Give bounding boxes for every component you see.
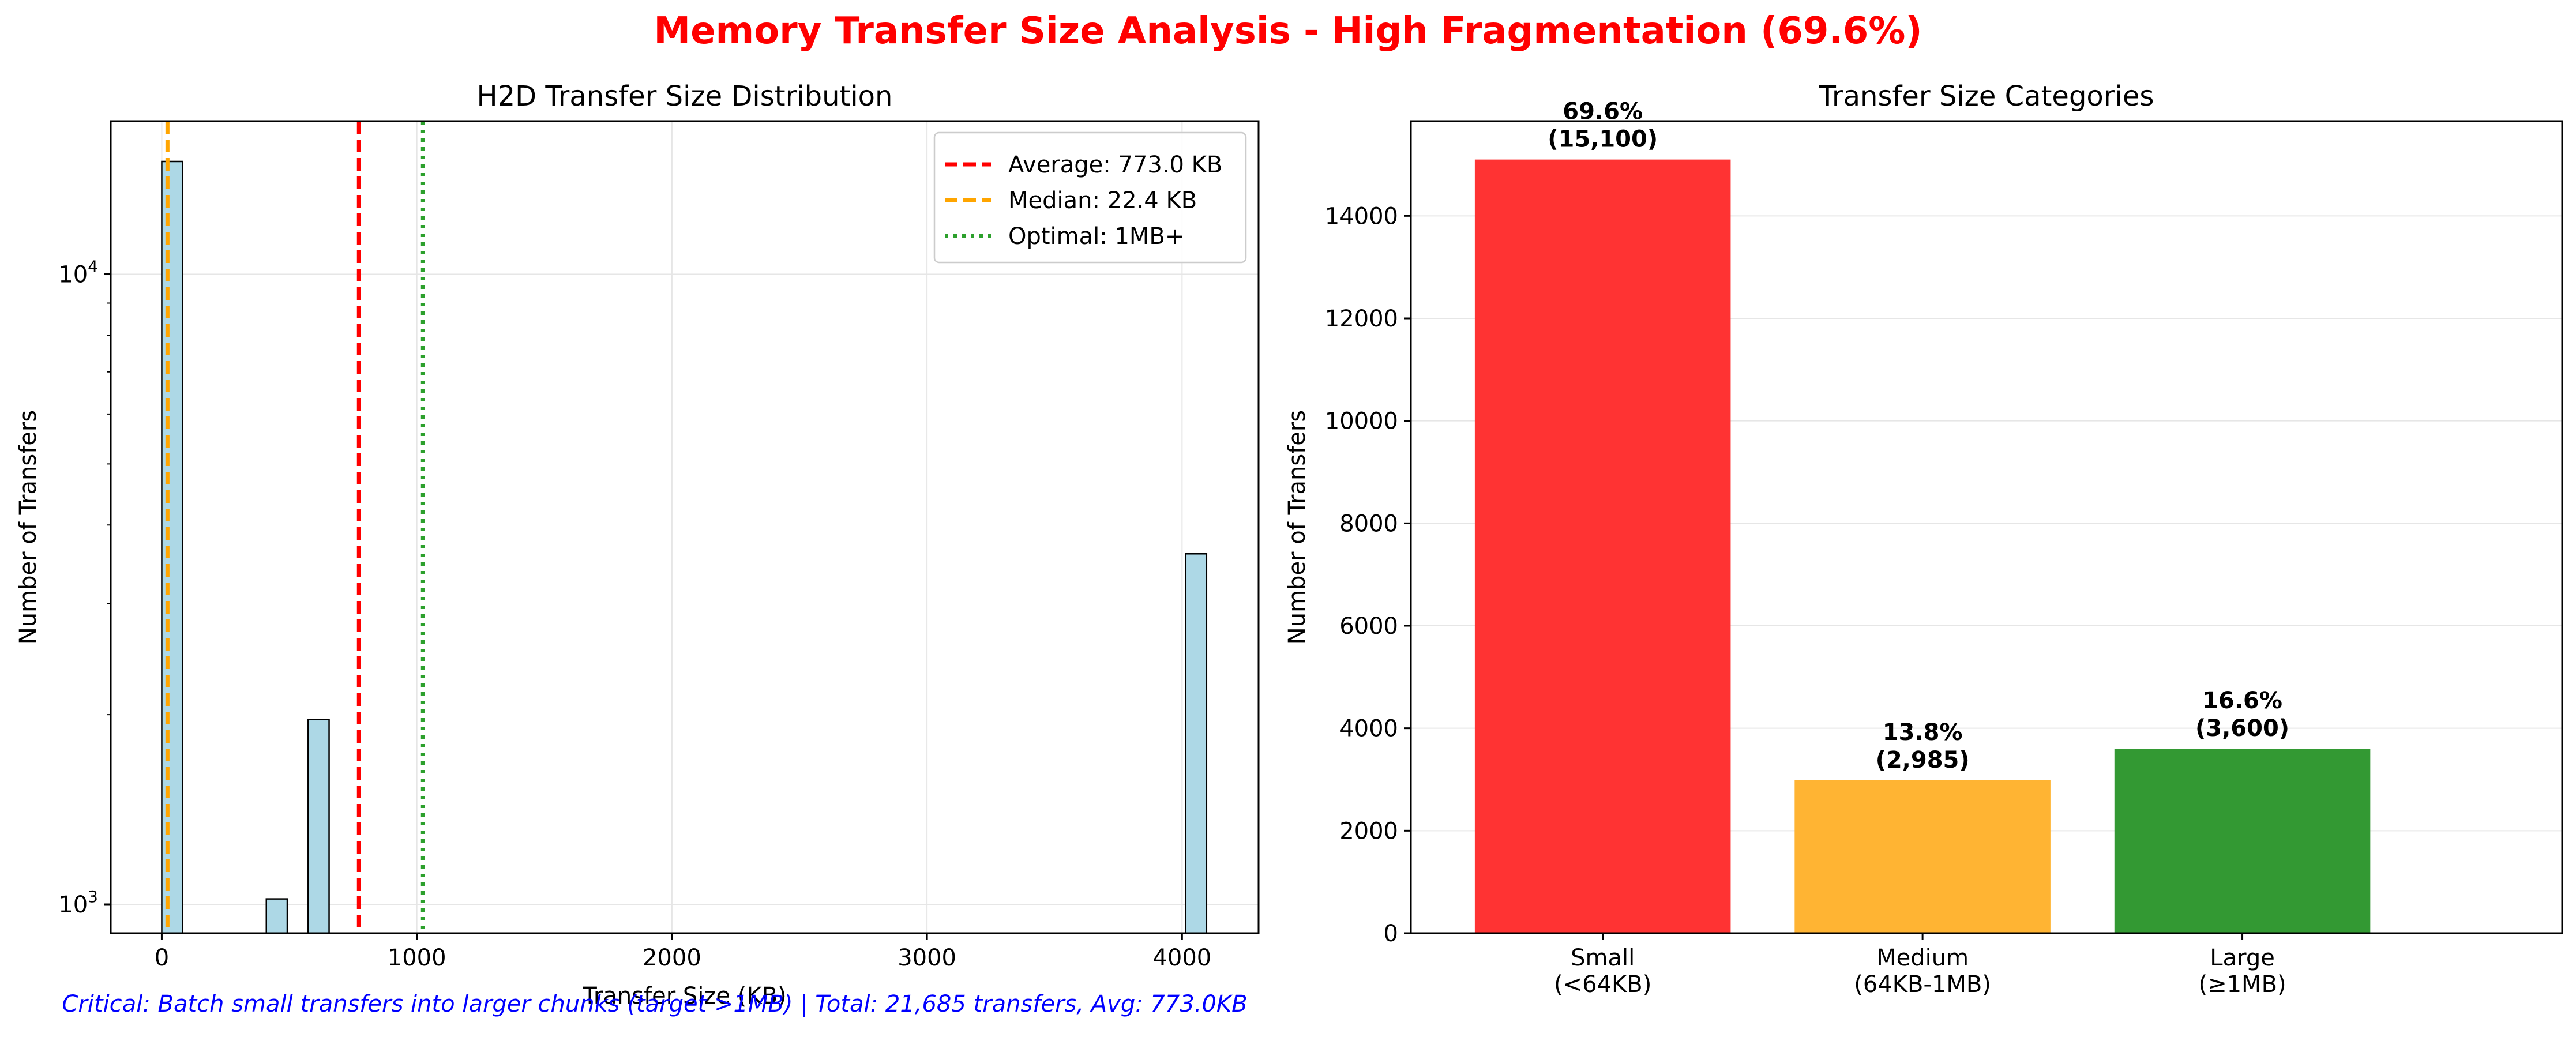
figure-footnote: Critical: Batch small transfers into lar… (62, 991, 1247, 1017)
legend-label: Median: 22.4 KB (1008, 187, 1197, 214)
category-bar (2114, 749, 2371, 933)
y-tick-label: 2000 (1339, 818, 1398, 844)
y-tick-label: 12000 (1325, 306, 1398, 332)
figure-title: Memory Transfer Size Analysis - High Fra… (654, 10, 1922, 52)
histogram-bar (265, 898, 288, 934)
category-bar (1794, 780, 2051, 933)
bar-count-label: (2,985) (1876, 747, 1970, 773)
category-bar-panel: Transfer Size Categories69.6%(15,100)Sma… (1284, 80, 2563, 998)
histogram-bar (161, 160, 183, 934)
y-tick-label: 8000 (1339, 510, 1398, 537)
category-label: Medium (1876, 945, 1969, 971)
histogram-bar (307, 719, 330, 934)
category-label: Large (2210, 945, 2275, 971)
y-axis-label: Number of Transfers (15, 410, 42, 644)
x-tick-label: 1000 (388, 945, 446, 971)
plot-frame (110, 120, 1260, 934)
x-axis-label: Transfer Size (KB) (582, 983, 786, 1009)
category-sublabel: (<64KB) (1554, 971, 1651, 998)
histogram-panel: H2D Transfer Size Distribution 0 1000 2000 3… (15, 80, 1260, 1009)
y-tick-label: 14000 (1325, 203, 1398, 230)
plot-frame (1410, 120, 2563, 934)
y-tick-label: 6000 (1339, 613, 1398, 640)
x-tick-label: 0 (155, 945, 169, 971)
category-sublabel: (64KB-1MB) (1854, 971, 1991, 998)
histogram-bar (1185, 553, 1208, 934)
legend-label: Optimal: 1MB+ (1008, 223, 1184, 250)
bar-count-label: (3,600) (2195, 715, 2289, 742)
x-tick-label: 3000 (898, 945, 956, 971)
bar-percent-label: 13.8% (1883, 719, 1963, 746)
legend-label: Average: 773.0 KB (1008, 152, 1222, 178)
y-tick-label: 0 (1384, 920, 1398, 947)
x-tick-label: 2000 (643, 945, 701, 971)
bar-percent-label: 16.6% (2202, 687, 2282, 714)
x-tick-label: 4000 (1152, 945, 1211, 971)
y-tick-label: 104 (58, 257, 98, 288)
y-tick-label: 10000 (1325, 408, 1398, 435)
legend-box (933, 131, 1247, 264)
category-sublabel: (≥1MB) (2198, 971, 2286, 998)
bar-count-label: (15,100) (1548, 126, 1658, 153)
category-chart-title: Transfer Size Categories (1819, 80, 2154, 112)
category-label: Small (1571, 945, 1635, 971)
histogram-title: H2D Transfer Size Distribution (477, 80, 893, 112)
category-bar (1474, 159, 1731, 933)
y-tick-label: 103 (58, 887, 98, 918)
y-axis-label: Number of Transfers (1284, 410, 1310, 644)
y-tick-label: 4000 (1339, 716, 1398, 742)
